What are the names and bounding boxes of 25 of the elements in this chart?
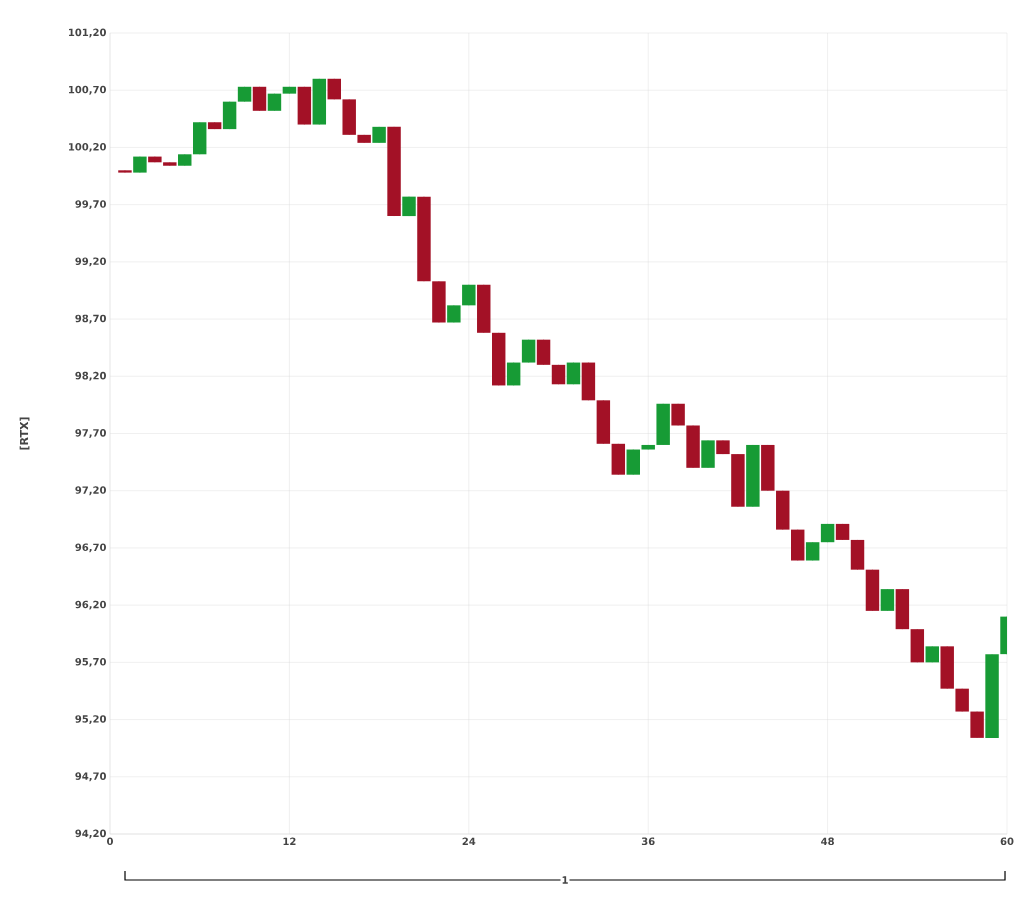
text: 1 (562, 876, 568, 884)
y-tick-label: 95,20 (75, 715, 106, 724)
y-tick-label: 98,70 (75, 314, 106, 324)
y-tick-label: 94,70 (75, 772, 106, 782)
x-tick-label: 12 (283, 837, 296, 845)
y-tick-label: 96,20 (75, 600, 106, 610)
y-tick-label: 99,20 (75, 257, 106, 267)
y-tick-label: 100,20 (69, 142, 106, 152)
x-tick-label: 0 (107, 837, 113, 846)
y-tick-label: 96,70 (75, 543, 106, 553)
y-tick-label: 98,20 (75, 371, 106, 381)
y-tick-label: 97,70 (75, 429, 106, 438)
y-tick-label: 101,20 (69, 28, 106, 38)
x-tick-label: 24 (462, 837, 476, 845)
y-axis-title: [RTX] (19, 417, 30, 450)
y-tick-label: 95,70 (75, 657, 106, 667)
y-tick-label: 97,20 (75, 486, 106, 496)
x-tick-label: 60 (1000, 837, 1014, 846)
x-tick-label: 36 (641, 837, 655, 846)
y-tick-label: 94,20 (75, 829, 106, 839)
x-tick-label: 48 (821, 837, 834, 846)
candlestick (805, 541, 820, 561)
candlestick (880, 588, 895, 612)
y-tick-label: 100,70 (69, 85, 106, 95)
y-tick-label: 99,70 (75, 200, 106, 210)
